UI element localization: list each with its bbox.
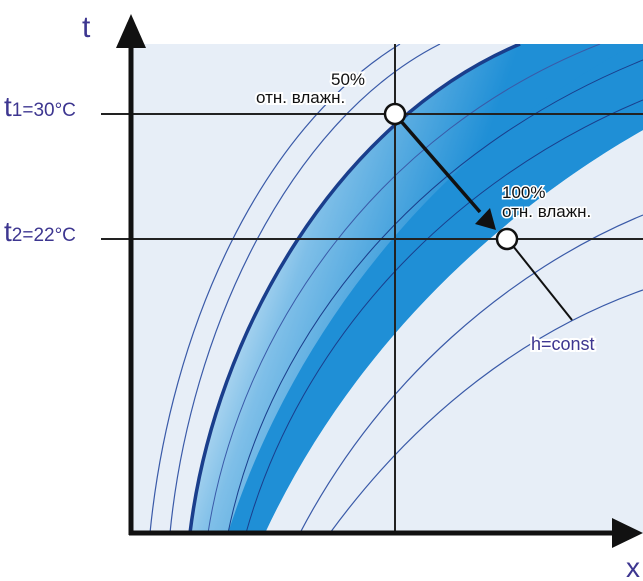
rh-curve-5 [245, 99, 643, 533]
curve-group [149, 44, 643, 533]
state-point-2 [495, 227, 519, 251]
rh-curve-3 [207, 44, 601, 533]
point-2-percent: 100% [502, 183, 545, 202]
point-2-label: 100% отн. влажн. [501, 182, 593, 223]
rh-curve-7 [329, 289, 643, 533]
t1-label-main: t [4, 91, 12, 122]
point-1-caption: отн. влажн. [256, 88, 345, 107]
y-axis-label: t [82, 11, 91, 44]
h-const-label: h=const [531, 334, 595, 354]
t2-label-main: t [4, 216, 12, 247]
humidity-band-dark [228, 44, 643, 533]
point-1-percent: 50% [331, 70, 365, 89]
state-point-1 [383, 102, 407, 126]
process-arrow-line [398, 118, 482, 214]
rh-curve-4 [227, 59, 643, 533]
y-axis-arrow [116, 14, 146, 48]
point-2-caption: отн. влажн. [502, 202, 591, 221]
t1-label-sub: 1=30°C [12, 100, 76, 121]
t2-label: t2=22°C [4, 216, 76, 247]
rh-curve-2 [169, 44, 441, 533]
rh-curve-1 [149, 44, 401, 533]
rh-curve-6 [299, 214, 643, 533]
t1-label: t1=30°C [4, 91, 76, 122]
rh-50-curve [188, 44, 521, 533]
x-axis-arrow [612, 518, 643, 548]
h-const-leader [512, 245, 573, 321]
point-1-label: 50% отн. влажн. [254, 68, 367, 109]
t2-label-sub: 2=22°C [12, 225, 76, 246]
x-axis-label: x [626, 552, 640, 581]
process-arrow-head [475, 208, 496, 230]
